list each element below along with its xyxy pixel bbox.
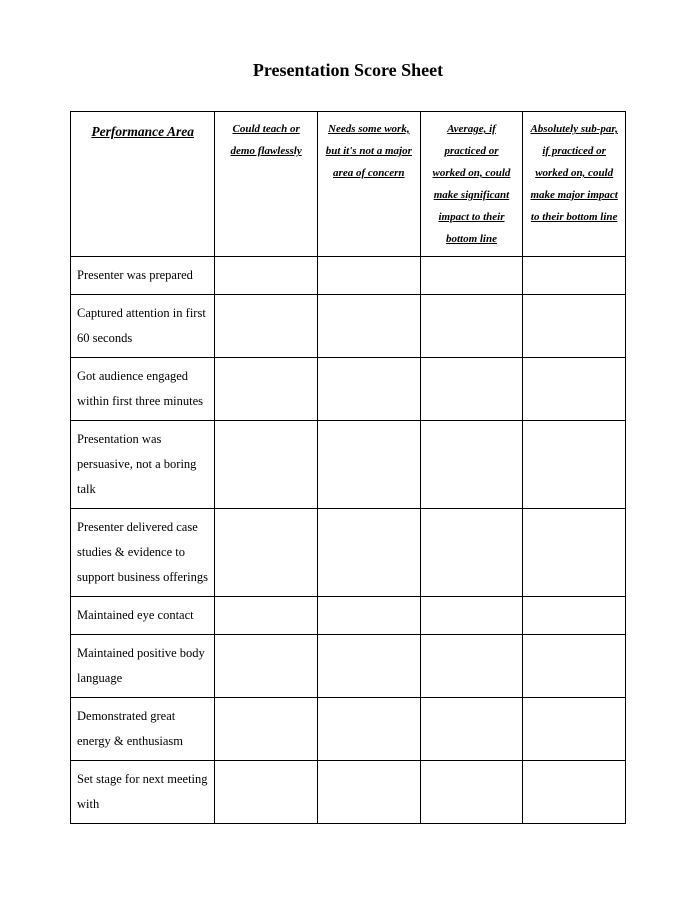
score-cell[interactable]: [523, 597, 626, 635]
score-cell[interactable]: [215, 257, 318, 295]
score-cell[interactable]: [420, 257, 523, 295]
row-label: Presenter was prepared: [71, 257, 215, 295]
row-label: Maintained positive body language: [71, 635, 215, 698]
score-cell[interactable]: [420, 509, 523, 597]
score-cell[interactable]: [523, 358, 626, 421]
table-row: Maintained positive body language: [71, 635, 626, 698]
table-body: Presenter was prepared Captured attentio…: [71, 257, 626, 824]
score-cell[interactable]: [420, 295, 523, 358]
score-cell[interactable]: [317, 597, 420, 635]
score-cell[interactable]: [420, 761, 523, 824]
score-cell[interactable]: [215, 358, 318, 421]
table-row: Presentation was persuasive, not a borin…: [71, 421, 626, 509]
score-cell[interactable]: [420, 635, 523, 698]
score-cell[interactable]: [523, 295, 626, 358]
score-cell[interactable]: [420, 597, 523, 635]
header-rating-4: Absolutely sub-par, if practiced or work…: [523, 112, 626, 257]
header-performance-area: Performance Area: [71, 112, 215, 257]
score-cell[interactable]: [215, 635, 318, 698]
table-row: Set stage for next meeting with: [71, 761, 626, 824]
score-cell[interactable]: [215, 761, 318, 824]
score-cell[interactable]: [420, 421, 523, 509]
score-table: Performance Area Could teach or demo fla…: [70, 111, 626, 824]
table-row: Presenter was prepared: [71, 257, 626, 295]
row-label: Presentation was persuasive, not a borin…: [71, 421, 215, 509]
row-label: Demonstrated great energy & enthusiasm: [71, 698, 215, 761]
page-title: Presentation Score Sheet: [70, 60, 626, 81]
table-row: Got audience engaged within first three …: [71, 358, 626, 421]
score-cell[interactable]: [523, 635, 626, 698]
row-label: Maintained eye contact: [71, 597, 215, 635]
header-rating-2: Needs some work, but it's not a major ar…: [317, 112, 420, 257]
score-cell[interactable]: [523, 421, 626, 509]
score-cell[interactable]: [317, 421, 420, 509]
row-label: Presenter delivered case studies & evide…: [71, 509, 215, 597]
score-cell[interactable]: [317, 295, 420, 358]
score-cell[interactable]: [317, 761, 420, 824]
score-cell[interactable]: [420, 698, 523, 761]
score-cell[interactable]: [420, 358, 523, 421]
row-label: Set stage for next meeting with: [71, 761, 215, 824]
score-cell[interactable]: [523, 257, 626, 295]
score-cell[interactable]: [215, 295, 318, 358]
score-cell[interactable]: [317, 257, 420, 295]
header-rating-1: Could teach or demo flawlessly: [215, 112, 318, 257]
score-cell[interactable]: [215, 698, 318, 761]
score-cell[interactable]: [215, 509, 318, 597]
score-cell[interactable]: [317, 698, 420, 761]
score-cell[interactable]: [215, 421, 318, 509]
score-cell[interactable]: [317, 358, 420, 421]
table-row: Maintained eye contact: [71, 597, 626, 635]
table-row: Captured attention in first 60 seconds: [71, 295, 626, 358]
score-cell[interactable]: [523, 509, 626, 597]
score-cell[interactable]: [215, 597, 318, 635]
table-row: Demonstrated great energy & enthusiasm: [71, 698, 626, 761]
score-cell[interactable]: [317, 635, 420, 698]
score-cell[interactable]: [523, 698, 626, 761]
header-rating-3: Average, if practiced or worked on, coul…: [420, 112, 523, 257]
row-label: Got audience engaged within first three …: [71, 358, 215, 421]
table-header-row: Performance Area Could teach or demo fla…: [71, 112, 626, 257]
table-row: Presenter delivered case studies & evide…: [71, 509, 626, 597]
row-label: Captured attention in first 60 seconds: [71, 295, 215, 358]
score-cell[interactable]: [523, 761, 626, 824]
score-cell[interactable]: [317, 509, 420, 597]
